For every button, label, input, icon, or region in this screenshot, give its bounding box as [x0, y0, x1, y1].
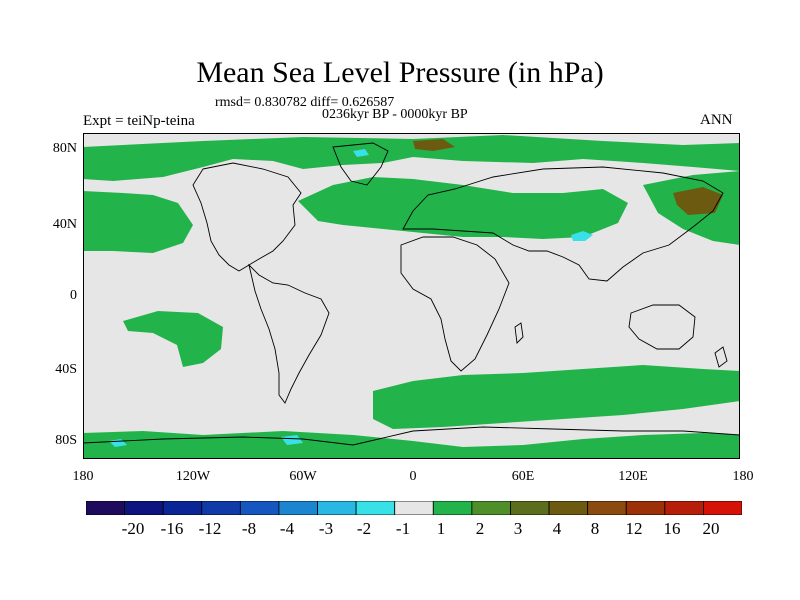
colorbar-label-14: 12 — [625, 519, 643, 538]
colorbar-label-16: 20 — [702, 519, 720, 538]
positive-mid-areas — [413, 139, 723, 215]
coastlines — [83, 142, 740, 446]
lat-label-0: 0 — [70, 288, 77, 303]
colorbar-swatch-5 — [239, 501, 280, 515]
lon-label-120w: 120W — [175, 469, 211, 484]
lon-label-60e: 60E — [511, 469, 535, 484]
map-frame — [83, 133, 740, 459]
colorbar-label-8: -1 — [395, 519, 411, 538]
period-line: 0236kyr BP - 0000kyr BP — [322, 107, 468, 122]
lon-label-180e: 180 — [732, 469, 754, 484]
colorbar — [86, 501, 742, 515]
colorbar-label-7: -2 — [356, 519, 372, 538]
north-america-coast — [192, 162, 302, 272]
colorbar-swatch-2 — [124, 501, 164, 515]
colorbar-swatch-13 — [548, 501, 589, 515]
colorbar-label-5: -4 — [279, 519, 295, 538]
africa-coast — [400, 236, 510, 372]
arctic-band — [83, 135, 740, 181]
southern-ocean-band — [373, 365, 740, 429]
new-zealand-coast — [714, 346, 728, 368]
colorbar-label-10: 2 — [475, 519, 485, 538]
colorbar-label-9: 1 — [436, 519, 446, 538]
greenland-coast — [332, 142, 389, 186]
antarctic-coast-area — [83, 431, 740, 459]
experiment-label: Expt = teiNp-teina — [83, 113, 195, 129]
arctic-brown-patch — [413, 139, 455, 151]
colorbar-label-12: 4 — [552, 519, 562, 538]
eurasia-coast — [402, 166, 724, 282]
colorbar-swatch-4 — [201, 501, 241, 515]
colorbar-swatch-3 — [162, 501, 203, 515]
colorbar-swatch-16 — [664, 501, 704, 515]
colorbar-label-3: -12 — [198, 519, 222, 538]
lat-label-80s: 80S — [55, 433, 77, 448]
lat-label-40n: 40N — [52, 217, 77, 232]
colorbar-swatch-11 — [471, 501, 511, 515]
tibet-low-patch — [571, 231, 593, 241]
siberia-high-area — [673, 187, 723, 215]
greenland-low-patch — [353, 149, 369, 157]
antarctic-low-patch-2 — [281, 435, 303, 445]
colorbar-swatch-15 — [625, 501, 666, 515]
positive-anomaly-areas — [83, 135, 740, 459]
colorbar-swatch-8 — [355, 501, 396, 515]
colorbar-swatch-1 — [86, 501, 125, 515]
colorbar-swatch-10 — [432, 501, 473, 515]
lon-label-120e: 120E — [618, 469, 648, 484]
lon-label-0: 0 — [409, 469, 417, 484]
north-pacific-area — [83, 191, 193, 253]
antarctica-coast — [83, 426, 740, 446]
colorbar-label-1: -20 — [121, 519, 145, 538]
lon-label-180w: 180 — [72, 469, 94, 484]
colorbar-swatch-7 — [317, 501, 357, 515]
season-label: ANN — [700, 112, 733, 128]
colorbar-label-4: -8 — [241, 519, 257, 538]
lat-label-80n: 80N — [52, 141, 77, 156]
colorbar-swatch-14 — [587, 501, 627, 515]
stats-line: rmsd= 0.830782 diff= 0.626587 — [215, 95, 395, 110]
colorbar-label-2: -16 — [160, 519, 184, 538]
colorbar-label-11: 3 — [513, 519, 523, 538]
lat-label-40s: 40S — [55, 362, 77, 377]
lon-label-60w: 60W — [289, 469, 317, 484]
colorbar-label-13: 8 — [590, 519, 600, 538]
south-pacific-area — [123, 311, 223, 367]
north-atlantic-eurasia-band — [298, 177, 628, 239]
south-america-coast — [248, 263, 330, 404]
madagascar-coast — [514, 322, 524, 344]
colorbar-label-6: -3 — [318, 519, 334, 538]
colorbar-swatch-12 — [510, 501, 550, 515]
colorbar-swatch-17 — [703, 501, 742, 515]
colorbar-swatch-9 — [394, 501, 434, 515]
chart-title: Mean Sea Level Pressure (in hPa) — [196, 56, 604, 89]
colorbar-label-15: 16 — [663, 519, 681, 538]
colorbar-swatch-6 — [278, 501, 318, 515]
australia-coast — [628, 304, 696, 350]
pressure-map — [83, 133, 740, 459]
